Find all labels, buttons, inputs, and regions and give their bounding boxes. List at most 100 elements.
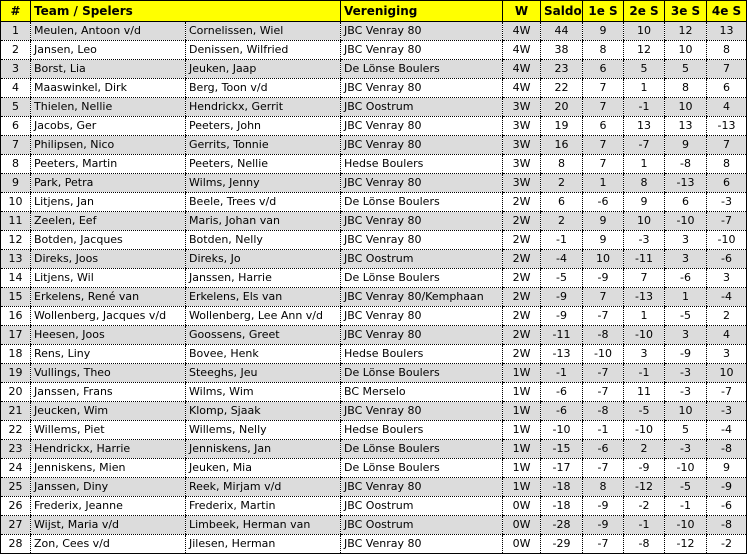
table-row[interactable]: 7 Philipsen, Nico Gerrits, Tonnie JBC Venra… [0, 135, 747, 155]
header-team[interactable]: Team / Spelers [29, 0, 341, 22]
header-wins[interactable]: W [502, 0, 541, 22]
cell-wins: 2W [502, 249, 541, 269]
cell-saldo: 20 [540, 97, 583, 117]
cell-club: JBC Venray 80 [340, 78, 503, 98]
table-row[interactable]: 3 Borst, Lia Jeuken, Jaap De Lönse Boulers 4… [0, 59, 747, 79]
cell-rank: 22 [0, 420, 31, 440]
table-row[interactable]: 28 Zon, Cees v/d Jilesen, Herman JBC Venray… [0, 534, 747, 554]
table-row[interactable]: 27 Wijst, Maria v/d Limbeek, Herman van JBC… [0, 515, 747, 535]
cell-rank: 6 [0, 116, 31, 136]
cell-player-2: Direks, Jo [184, 249, 341, 269]
cell-set-4: 3 [706, 344, 747, 364]
cell-player-2: Frederix, Martin [184, 496, 341, 516]
cell-wins: 4W [502, 59, 541, 79]
cell-set-1: 6 [582, 59, 624, 79]
cell-player-1: Park, Petra [30, 173, 186, 193]
table-row[interactable]: 9 Park, Petra Wilms, Jenny JBC Venray 80 3W 2… [0, 173, 747, 193]
cell-saldo: -4 [540, 249, 583, 269]
cell-set-4: -6 [706, 249, 747, 269]
table-row[interactable]: 1 Meulen, Antoon v/d Cornelissen, Wiel JBC … [0, 21, 747, 41]
header-rank[interactable]: # [0, 0, 31, 22]
table-row[interactable]: 2 Jansen, Leo Denissen, Wilfried JBC Venray… [0, 40, 747, 60]
cell-set-2: -2 [623, 496, 665, 516]
table-row[interactable]: 21 Jeucken, Wim Klomp, Sjaak JBC Venray 80 1… [0, 401, 747, 421]
cell-set-4: -7 [706, 211, 747, 231]
cell-set-3: 13 [664, 116, 707, 136]
cell-set-4: -7 [706, 382, 747, 402]
table-row[interactable]: 18 Rens, Liny Bovee, Henk Hedse Boulers 2W -1… [0, 344, 747, 364]
cell-set-3: 8 [664, 78, 707, 98]
table-row[interactable]: 13 Direks, Joos Direks, Jo JBC Oostrum 2W -4 1… [0, 249, 747, 269]
table-row[interactable]: 24 Jenniskens, Mien Jeuken, Mia De Lönse Bo… [0, 458, 747, 478]
cell-saldo: -18 [540, 477, 583, 497]
table-row[interactable]: 5 Thielen, Nellie Hendrickx, Gerrit JBC Oos… [0, 97, 747, 117]
cell-wins: 0W [502, 515, 541, 535]
cell-set-4: 10 [706, 363, 747, 383]
table-row[interactable]: 16 Wollenberg, Jacques v/d Wollenberg, Lee… [0, 306, 747, 326]
cell-player-1: Willems, Piet [30, 420, 186, 440]
header-saldo[interactable]: Saldo [540, 0, 583, 22]
table-row[interactable]: 20 Janssen, Frans Wilms, Wim BC Merselo 1W -6… [0, 382, 747, 402]
cell-saldo: -17 [540, 458, 583, 478]
cell-player-2: Steeghs, Jeu [184, 363, 341, 383]
header-set4[interactable]: 4e S [706, 0, 747, 22]
cell-set-4: -2 [706, 534, 747, 554]
cell-set-1: -10 [582, 344, 624, 364]
table-row[interactable]: 6 Jacobs, Ger Peeters, John JBC Venray 80 3W… [0, 116, 747, 136]
cell-set-3: -3 [664, 439, 707, 459]
table-row[interactable]: 26 Frederix, Jeanne Frederix, Martin JBC Oo… [0, 496, 747, 516]
cell-set-4: -9 [706, 477, 747, 497]
cell-player-2: Wilms, Jenny [184, 173, 341, 193]
cell-set-2: -10 [623, 420, 665, 440]
cell-player-1: Botden, Jacques [30, 230, 186, 250]
cell-player-1: Jacobs, Ger [30, 116, 186, 136]
table-row[interactable]: 8 Peeters, Martin Peeters, Nellie Hedse Bou… [0, 154, 747, 174]
table-row[interactable]: 23 Hendrickx, Harrie Jenniskens, Jan De Lön… [0, 439, 747, 459]
cell-player-2: Cornelissen, Wiel [184, 21, 341, 41]
table-row[interactable]: 25 Janssen, Diny Reek, Mirjam v/d JBC Venra… [0, 477, 747, 497]
cell-rank: 23 [0, 439, 31, 459]
header-set2[interactable]: 2e S [623, 0, 665, 22]
cell-player-2: Willems, Nelly [184, 420, 341, 440]
cell-saldo: 44 [540, 21, 583, 41]
table-row[interactable]: 19 Vullings, Theo Steeghs, Jeu De Lönse Bou… [0, 363, 747, 383]
cell-club: JBC Venray 80 [340, 211, 503, 231]
table-row[interactable]: 22 Willems, Piet Willems, Nelly Hedse Boule… [0, 420, 747, 440]
cell-player-2: Wollenberg, Lee Ann v/d [184, 306, 341, 326]
cell-set-3: 3 [664, 325, 707, 345]
cell-set-3: 9 [664, 135, 707, 155]
table-row[interactable]: 15 Erkelens, René van Erkelens, Els van JBC… [0, 287, 747, 307]
cell-player-2: Gerrits, Tonnie [184, 135, 341, 155]
cell-club: JBC Oostrum [340, 515, 503, 535]
cell-club: Hedse Boulers [340, 344, 503, 364]
cell-player-2: Berg, Toon v/d [184, 78, 341, 98]
table-row[interactable]: 10 Litjens, Jan Beele, Trees v/d De Lönse B… [0, 192, 747, 212]
cell-set-4: -4 [706, 420, 747, 440]
cell-set-4: -6 [706, 496, 747, 516]
cell-set-3: -10 [664, 211, 707, 231]
table-row[interactable]: 14 Litjens, Wil Janssen, Harrie De Lönse Bo… [0, 268, 747, 288]
cell-rank: 10 [0, 192, 31, 212]
cell-player-2: Jeuken, Mia [184, 458, 341, 478]
header-set3[interactable]: 3e S [664, 0, 707, 22]
cell-set-2: -8 [623, 534, 665, 554]
cell-wins: 1W [502, 401, 541, 421]
cell-player-2: Maris, Johan van [184, 211, 341, 231]
cell-set-3: -3 [664, 363, 707, 383]
cell-saldo: -1 [540, 363, 583, 383]
cell-set-1: -7 [582, 382, 624, 402]
cell-saldo: -6 [540, 382, 583, 402]
table-row[interactable]: 17 Heesen, Joos Goossens, Greet JBC Venray … [0, 325, 747, 345]
cell-set-1: 6 [582, 116, 624, 136]
header-club[interactable]: Vereniging [340, 0, 503, 22]
cell-set-2: 10 [623, 211, 665, 231]
header-set1[interactable]: 1e S [582, 0, 624, 22]
cell-rank: 26 [0, 496, 31, 516]
table-row[interactable]: 11 Zeelen, Eef Maris, Johan van JBC Venray … [0, 211, 747, 231]
table-row[interactable]: 12 Botden, Jacques Botden, Nelly JBC Venray… [0, 230, 747, 250]
cell-rank: 18 [0, 344, 31, 364]
table-row[interactable]: 4 Maaswinkel, Dirk Berg, Toon v/d JBC Venra… [0, 78, 747, 98]
cell-set-2: -7 [623, 135, 665, 155]
cell-rank: 27 [0, 515, 31, 535]
